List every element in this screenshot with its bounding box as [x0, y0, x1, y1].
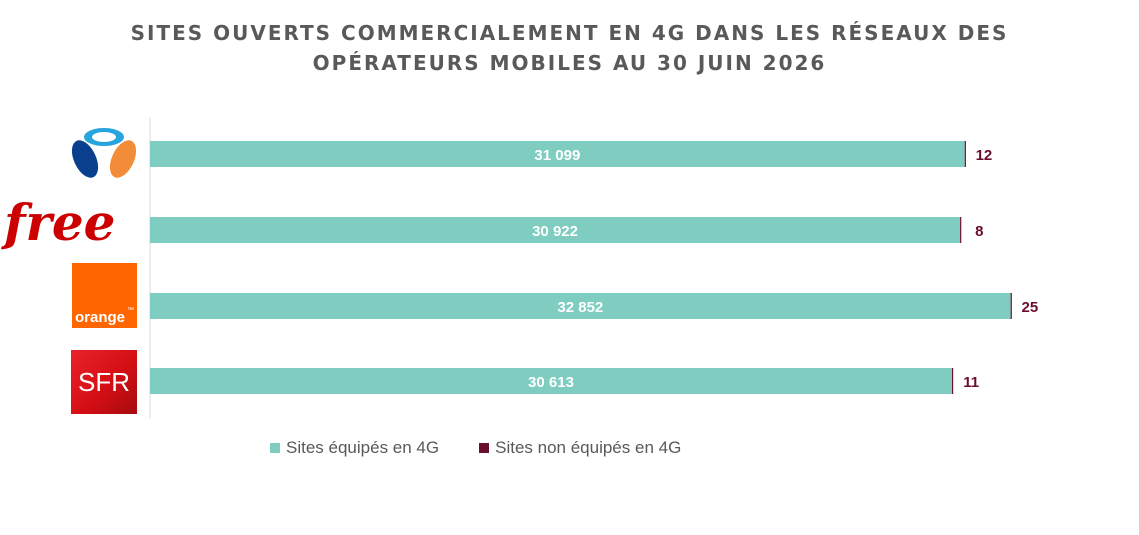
sfr-logo-text: SFR: [78, 367, 130, 397]
bar-not-equipped-0: [964, 141, 966, 167]
bar-equipped-0: [150, 141, 965, 167]
orange-logo-tm: ™: [127, 307, 134, 314]
legend-item-not-equipped: Sites non équipés en 4G: [479, 438, 681, 458]
data-label-equipped-0: 31 099: [534, 147, 580, 164]
chart-title-line-2: OPÉRATEURS MOBILES AU 30 JUIN 2026: [312, 51, 827, 75]
orange-logo-text: orange: [75, 309, 126, 326]
legend-label-equipped: Sites équipés en 4G: [286, 438, 440, 457]
chart-title: SITES OUVERTS COMMERCIALEMENT EN 4G DANS…: [0, 18, 1139, 78]
data-label-not-equipped-3: 11: [963, 374, 979, 391]
bar-equipped-1: [150, 217, 961, 243]
free-logo-text: free: [1, 196, 115, 252]
bar-not-equipped-3: [951, 368, 954, 394]
chart-legend: Sites équipés en 4G Sites non équipés en…: [270, 436, 721, 460]
data-label-not-equipped-2: 25: [1022, 299, 1039, 316]
legend-label-not-equipped: Sites non équipés en 4G: [495, 438, 682, 457]
orange-logo-icon: orange ™: [72, 263, 137, 328]
bar-equipped-3: [150, 368, 952, 394]
legend-swatch-equipped: [270, 443, 280, 453]
bar-equipped-2: [150, 293, 1011, 319]
legend-swatch-not-equipped: [479, 443, 490, 453]
free-logo-icon: free: [1, 196, 115, 252]
chart-title-line-1: SITES OUVERTS COMMERCIALEMENT EN 4G DANS…: [130, 21, 1009, 45]
sfr-logo-icon: SFR: [71, 350, 137, 414]
data-label-equipped-1: 30 922: [532, 223, 578, 240]
bouygues-telecom-logo-icon: [71, 128, 137, 178]
data-label-equipped-3: 30 613: [528, 374, 574, 391]
data-label-equipped-2: 32 852: [557, 299, 603, 316]
bar-not-equipped-1: [960, 217, 962, 243]
data-label-not-equipped-1: 8: [975, 223, 983, 240]
bar-not-equipped-2: [1010, 293, 1012, 319]
data-label-not-equipped-0: 12: [976, 147, 993, 164]
legend-item-equipped: Sites équipés en 4G: [270, 438, 439, 458]
